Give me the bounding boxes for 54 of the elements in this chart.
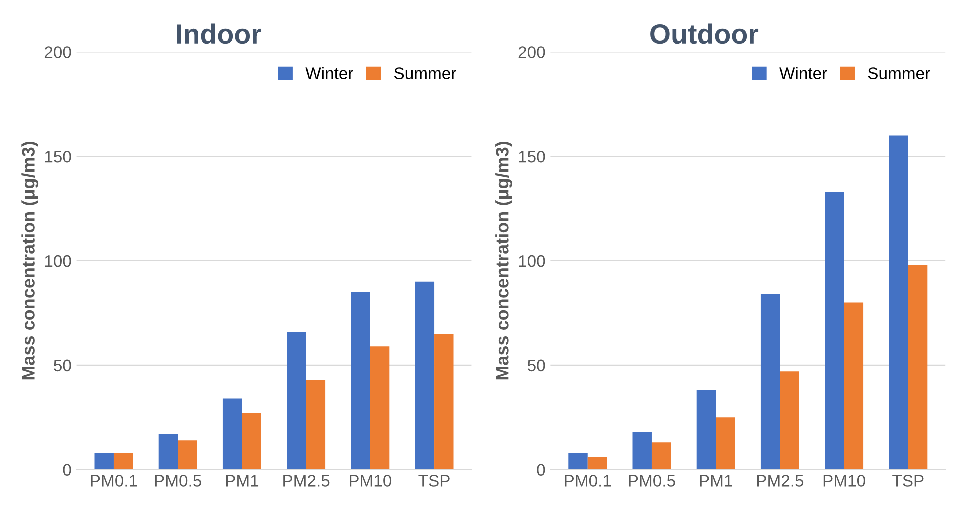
bar bbox=[696, 390, 716, 470]
bar bbox=[844, 302, 864, 470]
bar bbox=[351, 292, 370, 470]
bar bbox=[222, 398, 242, 470]
y-tick-label: 50 bbox=[528, 360, 546, 372]
y-axis-title: Mass concentration (μg/m3) bbox=[496, 142, 512, 380]
y-axis-title: Mass concentration (μg/m3) bbox=[22, 142, 39, 380]
x-tick-label: PM1 bbox=[226, 475, 259, 487]
y-tick-label: 50 bbox=[54, 360, 72, 372]
y-tick-label: 150 bbox=[519, 151, 546, 163]
x-tick-label: TSP bbox=[892, 475, 924, 487]
x-tick-label: PM0.5 bbox=[629, 475, 676, 487]
y-tick-label: 100 bbox=[45, 255, 72, 268]
chart-title: Indoor bbox=[177, 24, 262, 44]
bar bbox=[716, 418, 736, 470]
bar bbox=[632, 432, 652, 470]
bar bbox=[760, 294, 780, 470]
bar bbox=[825, 192, 844, 470]
bar bbox=[889, 136, 908, 470]
x-tick-label: PM2.5 bbox=[757, 475, 804, 487]
legend-label: Summer bbox=[868, 68, 930, 80]
legend-label: Summer bbox=[394, 68, 456, 80]
x-tick-label: PM1 bbox=[700, 475, 732, 487]
y-tick-label: 0 bbox=[63, 464, 72, 476]
bar bbox=[568, 453, 588, 470]
x-tick-label: PM0.1 bbox=[565, 475, 612, 487]
y-tick-label: 200 bbox=[518, 46, 546, 58]
bar bbox=[158, 434, 178, 470]
y-tick-label: 100 bbox=[519, 255, 546, 268]
bar bbox=[588, 457, 608, 470]
bar bbox=[287, 332, 306, 470]
y-tick-label: 200 bbox=[44, 46, 72, 58]
bar bbox=[114, 453, 134, 470]
bar bbox=[178, 440, 198, 470]
bar bbox=[306, 380, 326, 470]
bar bbox=[652, 442, 672, 470]
bar bbox=[242, 413, 262, 470]
y-tick-label: 150 bbox=[45, 151, 72, 163]
x-tick-label: PM10 bbox=[350, 475, 392, 487]
bar bbox=[434, 334, 454, 470]
legend-label: Winter bbox=[306, 67, 354, 80]
bar bbox=[94, 453, 114, 470]
x-tick-label: PM2.5 bbox=[284, 475, 330, 487]
x-tick-label: PM10 bbox=[824, 475, 866, 487]
x-tick-label: TSP bbox=[418, 475, 450, 487]
bar bbox=[780, 372, 800, 470]
y-tick-label: 0 bbox=[537, 464, 546, 476]
x-tick-label: PM0.1 bbox=[91, 475, 138, 487]
x-tick-label: PM0.5 bbox=[155, 475, 202, 487]
chart-title: Outdoor bbox=[650, 24, 759, 44]
bar bbox=[908, 265, 928, 470]
legend-label: Winter bbox=[780, 67, 828, 80]
bar bbox=[415, 282, 435, 470]
bar bbox=[370, 346, 390, 470]
